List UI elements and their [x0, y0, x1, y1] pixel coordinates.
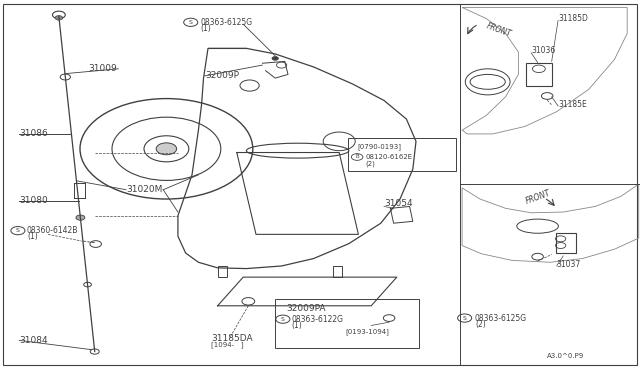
Text: 08360-6142B: 08360-6142B	[27, 226, 78, 235]
Text: 08120-6162E: 08120-6162E	[365, 154, 413, 160]
Text: (1): (1)	[27, 232, 38, 241]
Text: 31020M: 31020M	[126, 185, 163, 194]
Text: 08363-6125G: 08363-6125G	[475, 314, 527, 323]
FancyBboxPatch shape	[526, 63, 552, 86]
Text: 31036: 31036	[531, 46, 556, 55]
Text: [0790-0193]: [0790-0193]	[357, 144, 401, 150]
Text: A3.0^0.P9: A3.0^0.P9	[547, 353, 584, 359]
Text: 31009: 31009	[88, 64, 117, 73]
Text: S: S	[463, 315, 467, 321]
Circle shape	[76, 215, 85, 220]
Text: 32009P: 32009P	[205, 71, 239, 80]
Circle shape	[272, 57, 278, 60]
Text: 32009PA: 32009PA	[287, 304, 326, 312]
Text: FRONT: FRONT	[525, 189, 552, 206]
Text: 31185D: 31185D	[558, 14, 588, 23]
Text: B: B	[355, 154, 359, 160]
Text: 31086: 31086	[19, 129, 48, 138]
Text: (2): (2)	[475, 320, 486, 328]
Text: 31054: 31054	[384, 199, 413, 208]
Text: [1094-   ]: [1094- ]	[211, 341, 244, 348]
Text: 31037: 31037	[557, 260, 581, 269]
FancyBboxPatch shape	[556, 232, 576, 253]
Text: S: S	[189, 20, 193, 25]
Circle shape	[55, 16, 63, 20]
Text: (1): (1)	[200, 24, 211, 33]
Text: (2): (2)	[365, 160, 375, 167]
Text: FRONT: FRONT	[485, 21, 513, 38]
Text: (1): (1)	[292, 321, 303, 330]
Text: 08363-6125G: 08363-6125G	[200, 18, 252, 27]
Text: 31185E: 31185E	[558, 100, 587, 109]
Text: [0193-1094]: [0193-1094]	[346, 328, 390, 335]
Text: 31084: 31084	[19, 336, 48, 345]
Circle shape	[156, 143, 177, 155]
Text: S: S	[281, 317, 285, 322]
Text: S: S	[16, 228, 20, 233]
Text: 31080: 31080	[19, 196, 48, 205]
Text: 31185DA: 31185DA	[211, 334, 253, 343]
Text: 08363-6122G: 08363-6122G	[292, 315, 344, 324]
